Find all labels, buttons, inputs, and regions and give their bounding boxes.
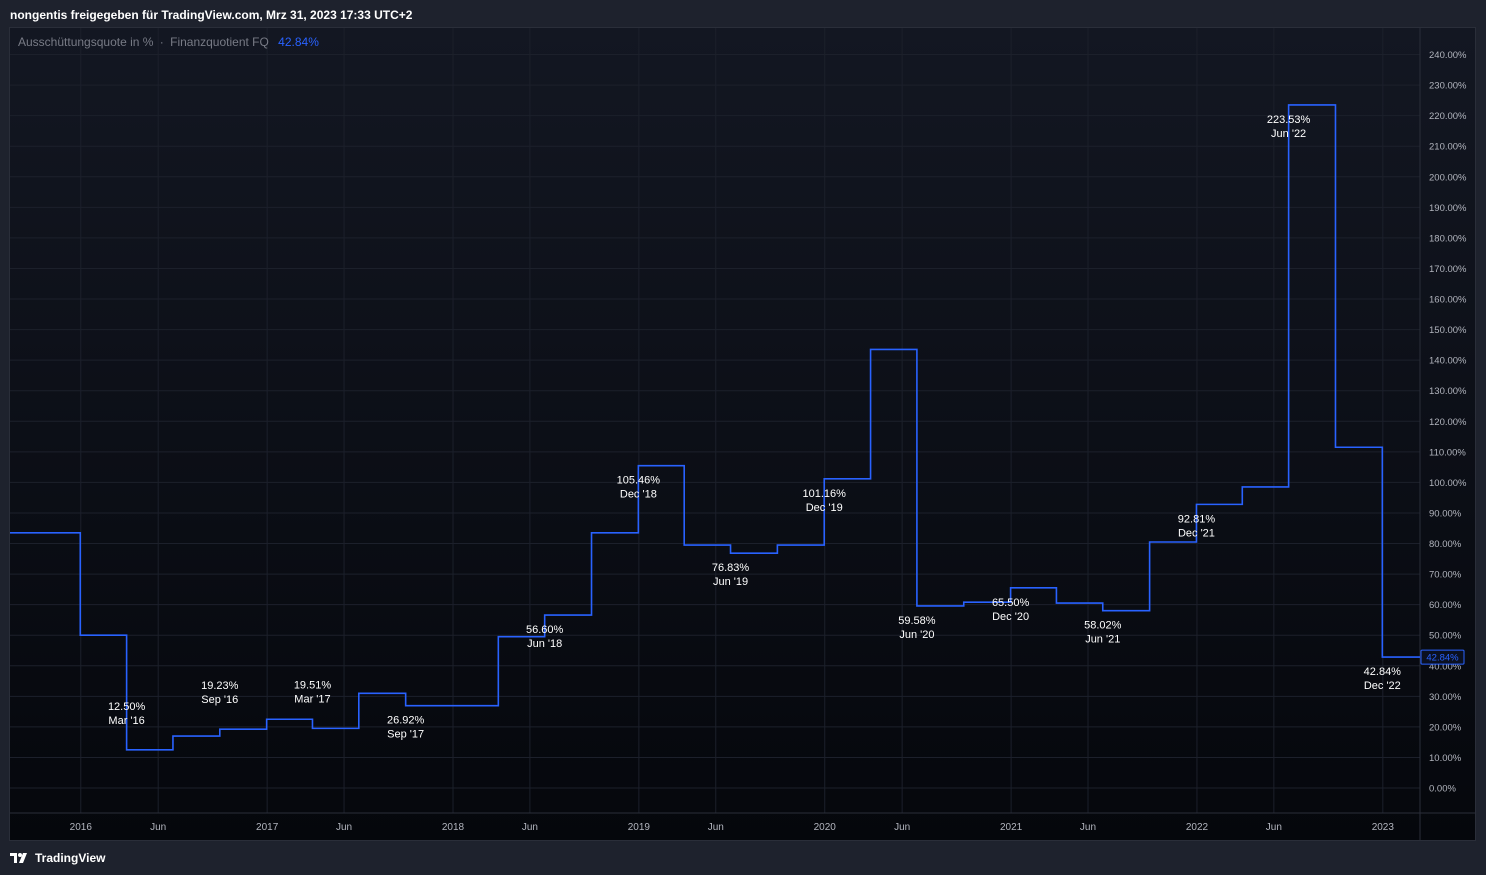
y-tick-label: 70.00%	[1429, 570, 1462, 581]
y-tick-label: 60.00%	[1429, 600, 1462, 611]
y-tick-label: 170.00%	[1429, 264, 1467, 275]
last-value-badge	[1420, 649, 1465, 665]
last-value-label: 42.84%	[1426, 653, 1459, 664]
y-tick-label: 100.00%	[1429, 478, 1467, 489]
y-tick-label: 150.00%	[1429, 325, 1467, 336]
y-tick-label: 110.00%	[1429, 447, 1466, 458]
data-label-value: 101.16%	[803, 488, 847, 500]
data-label-period: Sep '17	[387, 729, 424, 741]
data-label-period: Jun '19	[713, 576, 748, 588]
y-tick-label: 140.00%	[1429, 356, 1467, 367]
y-tick-label: 40.00%	[1429, 661, 1462, 672]
data-label-period: Jun '21	[1085, 634, 1120, 646]
data-label-period: Dec '22	[1364, 680, 1401, 692]
x-tick-label: Jun	[1080, 822, 1096, 833]
legend-period: Finanzquotient FQ	[170, 35, 269, 49]
x-tick-label: Jun	[1266, 822, 1282, 833]
tradingview-brand[interactable]: TradingView	[35, 851, 106, 865]
data-label-value: 56.60%	[526, 624, 564, 636]
x-tick-label: 2021	[1000, 822, 1023, 833]
indicator-legend[interactable]: Ausschüttungsquote in % · Finanzquotient…	[18, 35, 319, 49]
x-tick-label: 2018	[442, 822, 465, 833]
y-tick-label: 230.00%	[1429, 81, 1467, 92]
legend-separator: ·	[159, 35, 164, 49]
data-label-period: Dec '19	[806, 502, 843, 514]
data-label-value: 26.92%	[387, 715, 425, 727]
x-tick-label: Jun	[336, 822, 352, 833]
y-tick-label: 0.00%	[1429, 784, 1456, 795]
data-label-value: 92.81%	[1178, 513, 1216, 525]
legend-value: 42.84%	[278, 35, 319, 49]
footer: TradingView	[10, 849, 105, 867]
data-label-value: 42.84%	[1364, 666, 1402, 678]
data-label-value: 59.58%	[898, 615, 936, 627]
y-tick-label: 220.00%	[1429, 111, 1467, 122]
y-tick-label: 20.00%	[1429, 722, 1462, 733]
data-label-value: 58.02%	[1084, 620, 1122, 632]
legend-label: Ausschüttungsquote in %	[18, 35, 154, 49]
share-title: nongentis freigegeben für TradingView.co…	[10, 8, 413, 22]
data-label-period: Jun '20	[899, 629, 934, 641]
y-tick-label: 120.00%	[1429, 417, 1467, 428]
x-tick-label: 2023	[1372, 822, 1395, 833]
data-label-value: 223.53%	[1267, 114, 1311, 126]
x-tick-label: Jun	[150, 822, 166, 833]
y-tick-label: 130.00%	[1429, 386, 1467, 397]
y-tick-label: 10.00%	[1429, 753, 1462, 764]
data-label-period: Jun '18	[527, 638, 562, 650]
y-tick-label: 50.00%	[1429, 631, 1462, 642]
data-label-value: 105.46%	[617, 475, 661, 487]
x-tick-label: 2022	[1186, 822, 1209, 833]
data-label-value: 19.23%	[201, 680, 239, 692]
data-label-period: Dec '21	[1178, 527, 1215, 539]
tradingview-logo-icon[interactable]	[10, 851, 30, 865]
y-tick-label: 90.00%	[1429, 508, 1462, 519]
data-label-value: 19.51%	[294, 679, 332, 691]
x-tick-label: 2019	[628, 822, 651, 833]
data-label-period: Sep '16	[201, 694, 238, 706]
y-tick-label: 180.00%	[1429, 233, 1467, 244]
top-bar: nongentis freigegeben für TradingView.co…	[0, 0, 1486, 28]
x-tick-label: 2017	[256, 822, 279, 833]
y-tick-label: 190.00%	[1429, 203, 1467, 214]
data-label-value: 12.50%	[108, 701, 146, 713]
data-label-value: 76.83%	[712, 562, 750, 574]
y-tick-label: 80.00%	[1429, 539, 1462, 550]
x-tick-label: Jun	[708, 822, 724, 833]
y-tick-label: 200.00%	[1429, 172, 1467, 183]
y-tick-label: 160.00%	[1429, 295, 1467, 306]
chart-pane[interactable]	[9, 27, 1476, 841]
data-label-period: Dec '18	[620, 489, 657, 501]
x-tick-label: 2020	[814, 822, 837, 833]
x-tick-label: Jun	[522, 822, 538, 833]
series-line	[10, 104, 1420, 751]
y-tick-label: 240.00%	[1429, 50, 1467, 61]
data-label-value: 65.50%	[992, 597, 1030, 609]
y-tick-label: 210.00%	[1429, 142, 1467, 153]
data-label-period: Mar '17	[294, 693, 330, 705]
data-label-period: Dec '20	[992, 611, 1029, 623]
data-label-period: Mar '16	[108, 715, 144, 727]
y-tick-label: 30.00%	[1429, 692, 1462, 703]
data-label-period: Jun '22	[1271, 128, 1306, 140]
x-tick-label: 2016	[70, 822, 93, 833]
x-tick-label: Jun	[894, 822, 910, 833]
